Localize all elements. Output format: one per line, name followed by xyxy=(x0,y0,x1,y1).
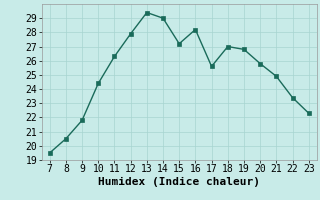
X-axis label: Humidex (Indice chaleur): Humidex (Indice chaleur) xyxy=(98,177,260,187)
